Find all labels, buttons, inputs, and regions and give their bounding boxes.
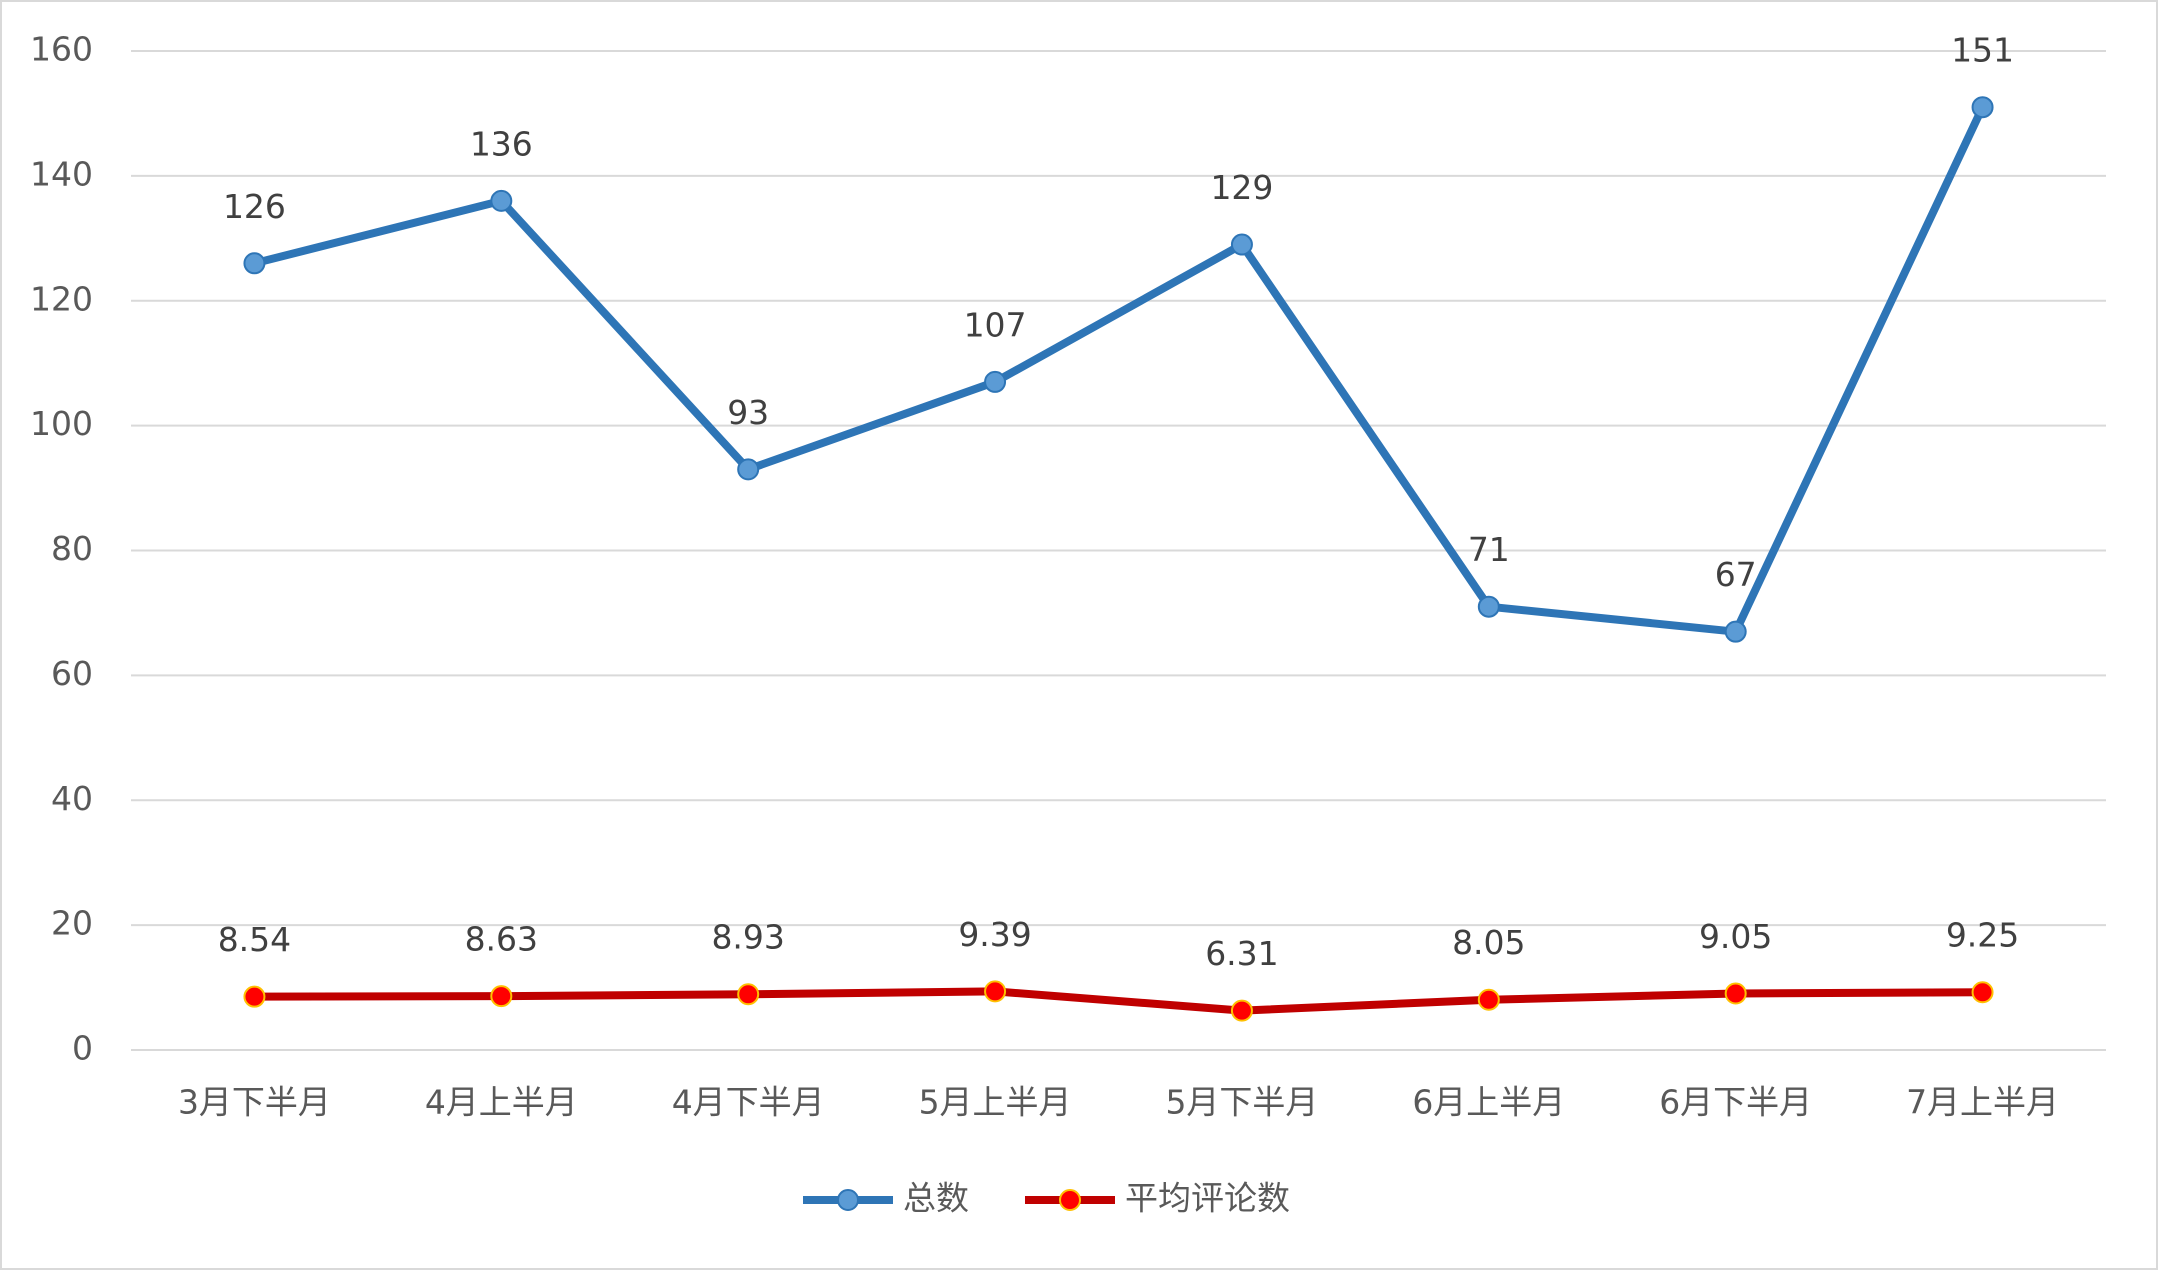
x-tick-label: 3月下半月 [178,1083,331,1122]
legend-marker [837,1189,859,1211]
value-label: 8.54 [218,920,291,959]
point-marker [1971,981,1994,1004]
value-label: 107 [964,305,1027,344]
y-tick-label: 60 [51,654,93,693]
point-marker [1724,620,1747,643]
y-tick-label: 120 [30,279,93,318]
x-tick-label: 4月上半月 [425,1083,578,1122]
y-tick-label: 0 [72,1029,93,1068]
y-tick-label: 20 [51,904,93,943]
value-label: 126 [223,187,286,226]
value-label: 9.39 [958,915,1031,954]
series-line [254,987,1983,1015]
point-marker [984,370,1007,393]
x-tick-label: 4月下半月 [672,1083,825,1122]
y-tick-label: 40 [51,779,93,818]
x-tick-label: 6月下半月 [1659,1083,1812,1122]
x-tick-label: 7月上半月 [1906,1083,2059,1122]
value-label: 6.31 [1205,934,1278,973]
point-marker [1477,988,1500,1011]
y-tick-label: 140 [30,154,93,193]
y-tick-label: 160 [30,30,93,69]
value-label: 129 [1210,168,1273,207]
point-marker [984,980,1007,1003]
point-marker [1971,96,1994,119]
point-marker [737,458,760,481]
value-label: 8.93 [711,918,784,957]
point-marker [737,983,760,1006]
legend-label: 平均评论数 [1125,1179,1290,1218]
value-label: 67 [1715,555,1757,594]
value-label: 136 [470,124,533,163]
value-label: 151 [1951,31,2014,70]
value-label: 8.05 [1452,923,1525,962]
x-tick-label: 6月上半月 [1412,1083,1565,1122]
point-marker [490,189,513,212]
point-marker [243,985,266,1008]
x-tick-label: 5月下半月 [1165,1083,1318,1122]
value-label: 71 [1468,530,1510,569]
value-label: 9.05 [1699,917,1772,956]
legend-label: 总数 [903,1179,969,1218]
value-label: 93 [727,393,769,432]
point-marker [1230,233,1253,256]
y-tick-label: 80 [51,529,93,568]
point-marker [1477,595,1500,618]
legend-marker [1059,1189,1081,1211]
point-marker [1724,982,1747,1005]
y-tick-label: 100 [30,404,93,443]
point-marker [490,985,513,1008]
x-tick-label: 5月上半月 [919,1083,1072,1122]
value-label: 8.63 [465,920,538,959]
series-line [253,105,1987,636]
value-label: 9.25 [1946,916,2019,955]
point-marker [1230,999,1253,1022]
point-marker [243,252,266,275]
